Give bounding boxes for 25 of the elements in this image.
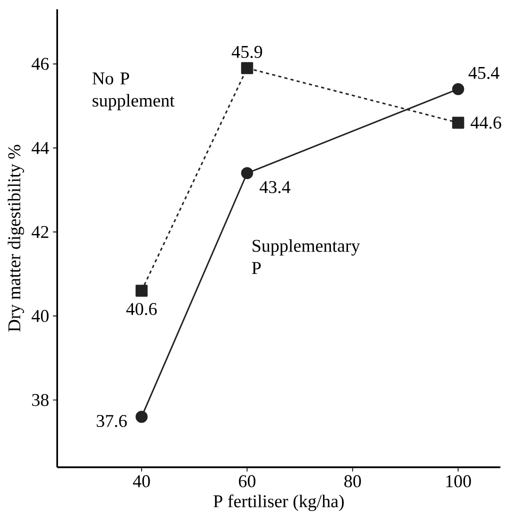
data-label: 45.4 (468, 67, 500, 80)
y-tick-label: 44 (32, 142, 49, 154)
data-label: 43.4 (260, 181, 290, 194)
text: No P supplement (92, 72, 175, 110)
x-tick-label: 40 (132, 475, 150, 488)
x-tick-label: 60 (238, 475, 256, 488)
point (452, 83, 464, 96)
data-label: 44.6 (470, 116, 502, 129)
y-tick-label: 38 (32, 394, 49, 406)
point (136, 284, 148, 297)
data-label: 45.9 (232, 46, 262, 58)
y-tick-label: 42 (32, 226, 48, 238)
point (136, 410, 148, 423)
point (452, 116, 464, 129)
series-label: Supplementary P (252, 239, 360, 274)
point (241, 62, 254, 74)
y-tick-label: 46 (32, 58, 49, 70)
data-label: 37.6 (96, 415, 127, 428)
y-axis-title: Dry matter digestibility % (8, 145, 24, 332)
x-tick-label: 100 (446, 475, 471, 488)
point (241, 167, 254, 180)
x-axis-title: P fertiliser (kg/ha) (214, 494, 344, 512)
y-tick-label: 40 (32, 310, 49, 322)
data-label: 40.6 (126, 303, 157, 316)
x-tick-label: 80 (344, 475, 361, 488)
